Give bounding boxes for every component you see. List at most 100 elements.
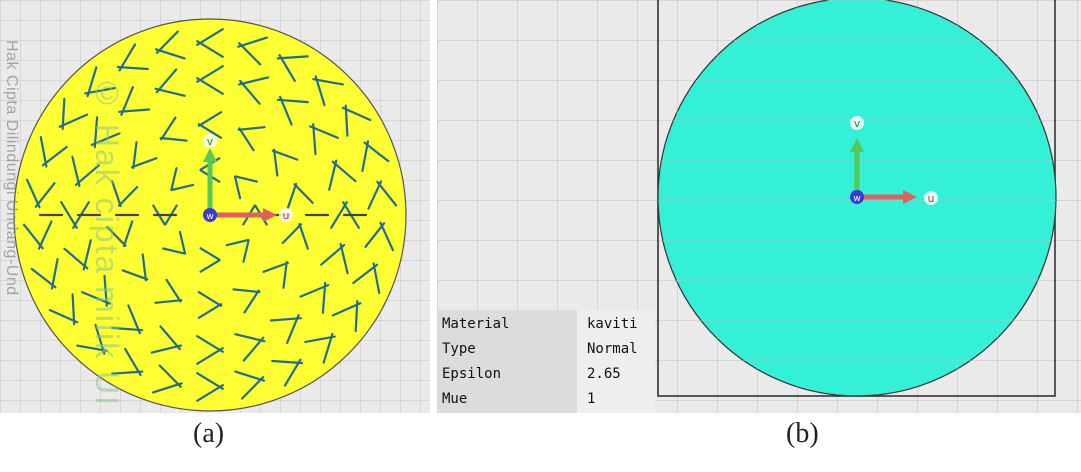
slot <box>281 223 303 245</box>
slot <box>276 55 309 60</box>
slot <box>269 317 302 322</box>
slot <box>232 288 261 294</box>
slot <box>197 111 223 127</box>
viewport-a[interactable]: w v u <box>0 0 430 413</box>
slot <box>237 36 268 48</box>
slot <box>124 348 142 376</box>
slot <box>233 175 242 200</box>
slot <box>74 164 100 186</box>
slot <box>286 314 300 344</box>
slot <box>155 68 178 94</box>
slot <box>237 126 266 131</box>
slot <box>61 97 66 130</box>
slot <box>225 238 250 247</box>
slot <box>160 116 177 141</box>
u-axis-label: u <box>283 209 290 222</box>
w-axis-label: w <box>853 194 860 204</box>
slot <box>37 220 53 250</box>
slot <box>283 358 302 387</box>
slot <box>50 258 59 290</box>
w-axis-marker <box>850 190 864 204</box>
slot <box>116 65 149 71</box>
slot <box>312 123 317 156</box>
property-label: Mue <box>442 391 468 407</box>
slot <box>165 278 182 303</box>
slot <box>364 222 386 248</box>
slot <box>131 157 158 169</box>
viewport-b-canvas[interactable]: w v u <box>437 0 1081 413</box>
slot <box>271 149 299 161</box>
property-row-epsilon: Epsilon 2.65 <box>437 366 655 386</box>
slot <box>152 382 183 394</box>
slot <box>320 244 346 266</box>
slot <box>330 201 348 229</box>
slot <box>93 116 99 149</box>
property-value: 1 <box>587 391 596 407</box>
slot <box>196 372 224 390</box>
slot <box>298 222 309 250</box>
slot <box>197 291 223 307</box>
slot <box>331 160 357 183</box>
slot <box>304 335 336 343</box>
slot <box>132 141 138 170</box>
slot <box>278 53 296 83</box>
slot <box>239 79 261 105</box>
slot <box>121 269 149 281</box>
slot <box>84 86 116 95</box>
slot <box>86 66 98 98</box>
slot <box>196 347 224 365</box>
slot <box>237 76 270 86</box>
caption-b: (b) <box>786 418 819 449</box>
slot <box>197 123 223 139</box>
slot <box>154 87 186 97</box>
viewport-b[interactable]: w v u <box>437 0 1081 413</box>
slot <box>279 95 293 126</box>
slot <box>178 230 187 255</box>
slot <box>243 289 260 314</box>
slot <box>363 141 390 163</box>
slot <box>120 85 134 116</box>
v-axis-label: v <box>854 117 861 130</box>
property-value: kaviti <box>587 316 638 332</box>
slot <box>328 159 338 191</box>
slot <box>26 178 41 209</box>
slot <box>354 300 359 333</box>
slot <box>242 336 265 362</box>
slot <box>352 263 379 285</box>
slot <box>361 140 370 172</box>
slot <box>196 77 224 95</box>
slot <box>63 247 89 270</box>
viewport-a-canvas[interactable]: w v u <box>0 0 430 413</box>
slot <box>234 370 266 382</box>
slot <box>367 180 383 210</box>
slot <box>111 370 144 375</box>
slot <box>159 325 181 351</box>
slot <box>322 332 334 364</box>
slot <box>39 136 48 168</box>
slot <box>299 284 330 298</box>
slot <box>111 326 144 332</box>
slot <box>170 183 195 192</box>
slot <box>94 323 106 355</box>
slot <box>242 239 250 263</box>
slot <box>117 185 139 207</box>
slot <box>238 127 255 152</box>
property-row-mue: Mue 1 <box>437 391 655 411</box>
slot <box>276 98 309 104</box>
slot <box>321 281 327 314</box>
slot <box>234 175 258 183</box>
slot <box>122 220 134 248</box>
slot <box>372 262 381 294</box>
slot <box>379 221 394 252</box>
slot <box>262 261 289 273</box>
slot <box>90 132 121 146</box>
material-properties-panel: Material kaviti Type Normal Epsilon 2.65… <box>437 310 655 413</box>
slot <box>331 302 362 317</box>
property-value: Normal <box>587 341 638 357</box>
slot <box>196 65 224 83</box>
slot <box>312 78 344 86</box>
slot <box>196 335 224 353</box>
slot <box>341 106 372 122</box>
slot <box>82 239 92 271</box>
slot <box>30 267 57 289</box>
